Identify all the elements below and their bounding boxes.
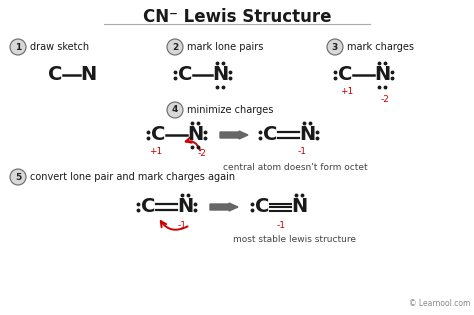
- Text: N: N: [212, 66, 228, 84]
- Text: N: N: [374, 66, 390, 84]
- Text: 1: 1: [15, 43, 21, 51]
- FancyArrow shape: [210, 203, 238, 211]
- Circle shape: [327, 39, 343, 55]
- Text: C: C: [263, 125, 277, 145]
- Text: © Learnool.com: © Learnool.com: [409, 299, 470, 308]
- Text: draw sketch: draw sketch: [30, 42, 89, 52]
- Text: -2: -2: [381, 94, 390, 104]
- Text: C: C: [48, 66, 62, 84]
- Circle shape: [167, 39, 183, 55]
- Text: +1: +1: [340, 87, 354, 95]
- Text: C: C: [141, 198, 155, 216]
- Text: -1: -1: [276, 220, 285, 230]
- Text: mark charges: mark charges: [347, 42, 414, 52]
- Text: 4: 4: [172, 106, 178, 114]
- Text: most stable lewis structure: most stable lewis structure: [234, 234, 356, 243]
- Text: -1: -1: [298, 146, 307, 156]
- Text: convert lone pair and mark charges again: convert lone pair and mark charges again: [30, 172, 235, 182]
- Text: C: C: [255, 198, 269, 216]
- Circle shape: [10, 169, 26, 185]
- Text: N: N: [291, 198, 307, 216]
- Text: central atom doesn't form octet: central atom doesn't form octet: [223, 163, 367, 171]
- Text: C: C: [178, 66, 192, 84]
- Text: -2: -2: [198, 148, 207, 158]
- Text: N: N: [177, 198, 193, 216]
- FancyArrow shape: [220, 131, 248, 139]
- Text: mark lone pairs: mark lone pairs: [187, 42, 264, 52]
- Text: CN⁻ Lewis Structure: CN⁻ Lewis Structure: [143, 8, 331, 26]
- Text: -1: -1: [177, 220, 186, 230]
- Text: 5: 5: [15, 173, 21, 181]
- Circle shape: [167, 102, 183, 118]
- Text: 2: 2: [172, 43, 178, 51]
- Text: N: N: [187, 125, 203, 145]
- Text: C: C: [338, 66, 352, 84]
- Text: minimize charges: minimize charges: [187, 105, 273, 115]
- Text: +1: +1: [149, 146, 163, 156]
- Text: N: N: [80, 66, 96, 84]
- Text: N: N: [299, 125, 315, 145]
- Text: 3: 3: [332, 43, 338, 51]
- Circle shape: [10, 39, 26, 55]
- Text: C: C: [151, 125, 165, 145]
